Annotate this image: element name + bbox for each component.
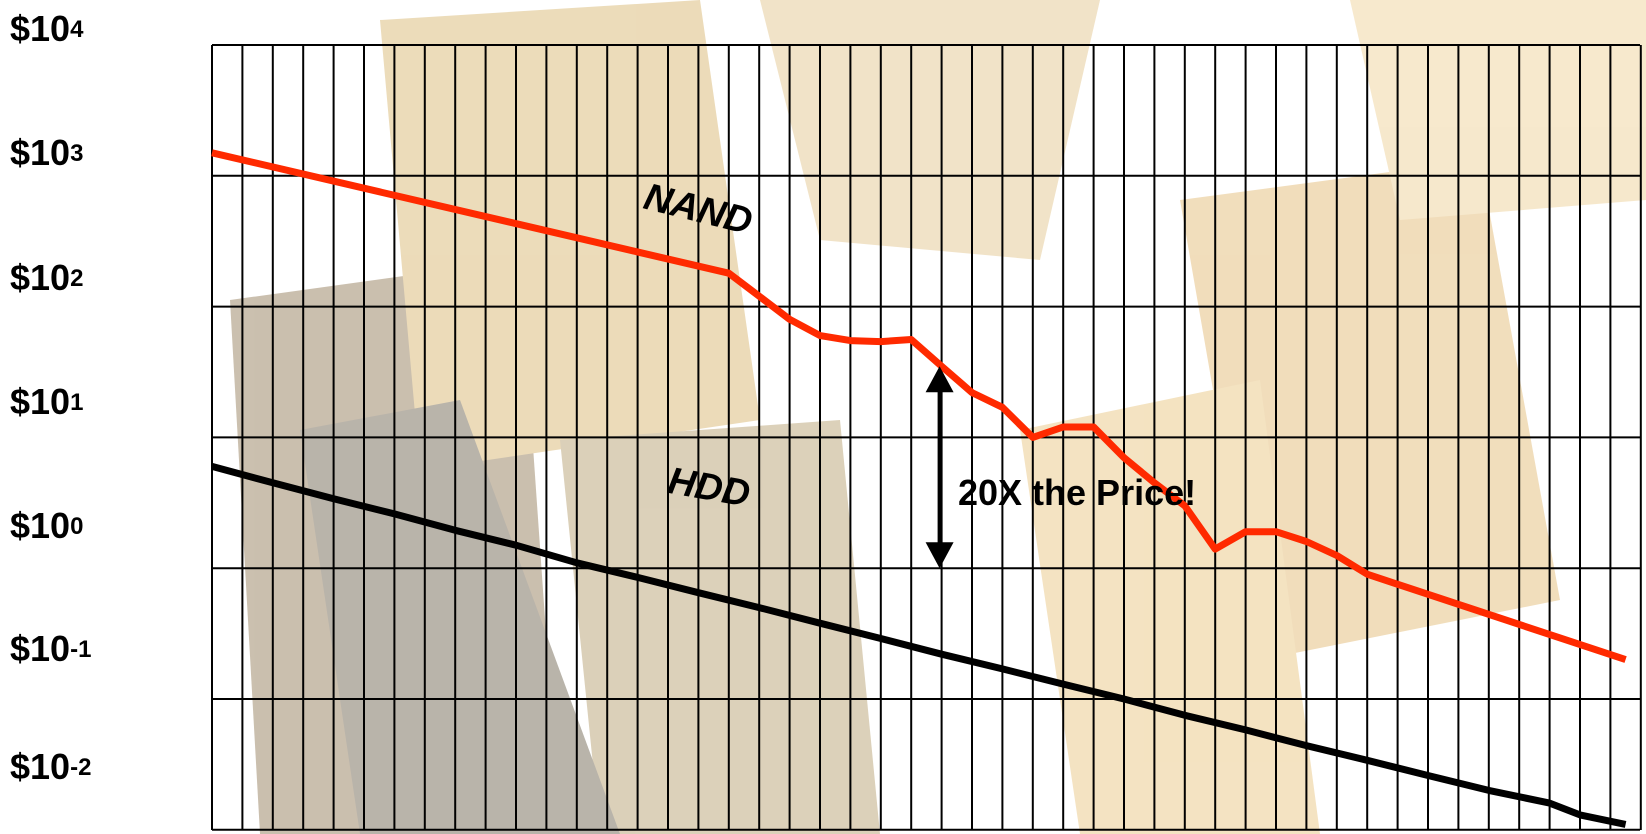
- y-tick-label: $101: [10, 381, 84, 422]
- y-tick-label: $100: [10, 505, 84, 546]
- arrow-head-up: [925, 366, 954, 393]
- arrow-head-down: [925, 542, 954, 569]
- y-tick-label: $102: [10, 257, 84, 298]
- horizontal-gridlines: [212, 44, 1640, 831]
- y-tick-label: $10-1: [10, 628, 92, 669]
- series-lines: [211, 149, 1627, 828]
- price-gap-arrow: [925, 366, 954, 569]
- series-line-nand: [211, 149, 1627, 663]
- series-line-hdd: [211, 463, 1627, 828]
- y-tick-label: $10-2: [10, 746, 92, 787]
- y-tick-label: $103: [10, 132, 84, 173]
- y-tick-label: $104: [10, 8, 84, 49]
- price-gap-annotation: 20X the Price!: [958, 472, 1197, 513]
